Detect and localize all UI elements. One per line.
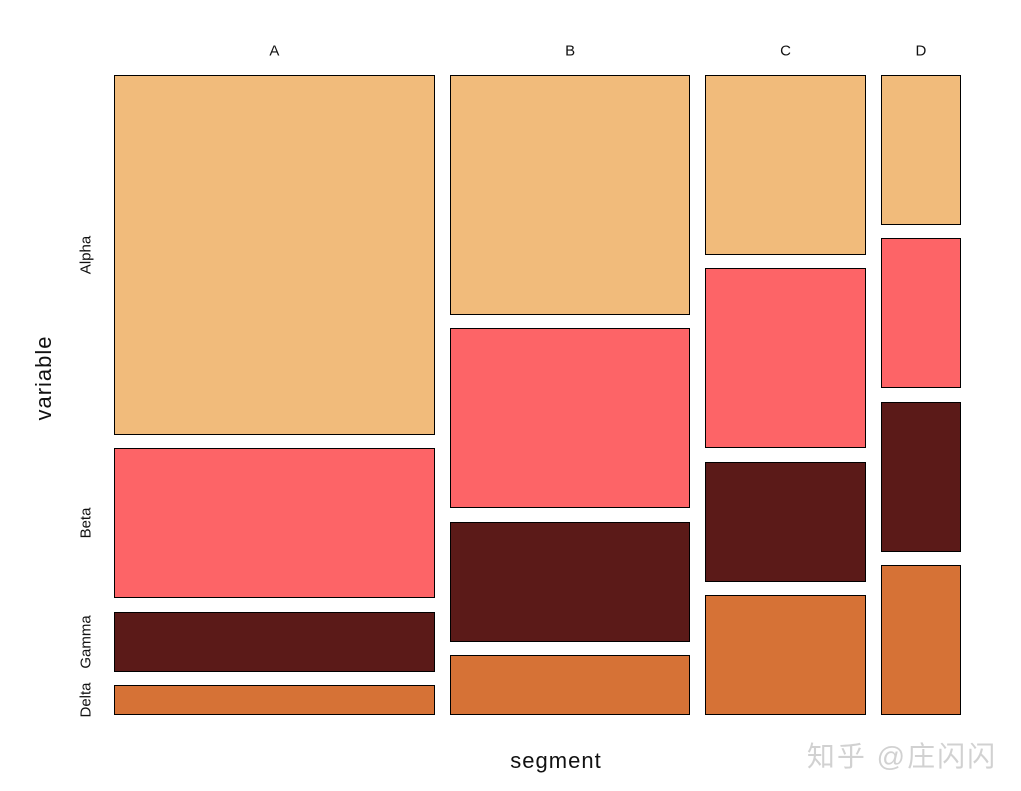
mosaic-cell-C-Gamma	[705, 461, 866, 582]
watermark-text: 知乎 @庄闪闪	[806, 741, 998, 772]
row-label-Gamma: Gamma	[77, 614, 95, 669]
mosaic-cell-B-Alpha	[449, 75, 691, 315]
mosaic-cell-D-Beta	[880, 238, 961, 389]
row-label-Delta: Delta	[77, 682, 95, 718]
mosaic-cell-D-Gamma	[880, 401, 961, 552]
mosaic-cell-A-Alpha	[114, 75, 435, 435]
col-header-D: D	[915, 42, 927, 60]
col-header-C: C	[780, 42, 792, 60]
mosaic-cell-C-Alpha	[705, 75, 866, 255]
col-header-B: B	[565, 42, 576, 60]
col-header-A: A	[269, 42, 280, 60]
y-axis-title: variable	[31, 335, 56, 421]
mosaic-cell-B-Gamma	[449, 521, 691, 642]
mosaic-cell-A-Delta	[114, 685, 435, 715]
mosaic-cell-D-Alpha	[880, 75, 961, 225]
mosaic-cell-C-Beta	[705, 268, 866, 449]
row-label-Beta: Beta	[77, 507, 95, 539]
mosaic-cell-B-Delta	[449, 655, 691, 715]
x-axis-title: segment	[510, 748, 602, 773]
mosaic-cell-C-Delta	[705, 595, 866, 715]
mosaic-cell-D-Delta	[880, 565, 961, 715]
mosaic-cell-A-Beta	[114, 448, 435, 599]
mosaic-cell-B-Beta	[449, 328, 691, 509]
row-label-Alpha: Alpha	[77, 235, 95, 275]
mosaic-cell-A-Gamma	[114, 611, 435, 672]
